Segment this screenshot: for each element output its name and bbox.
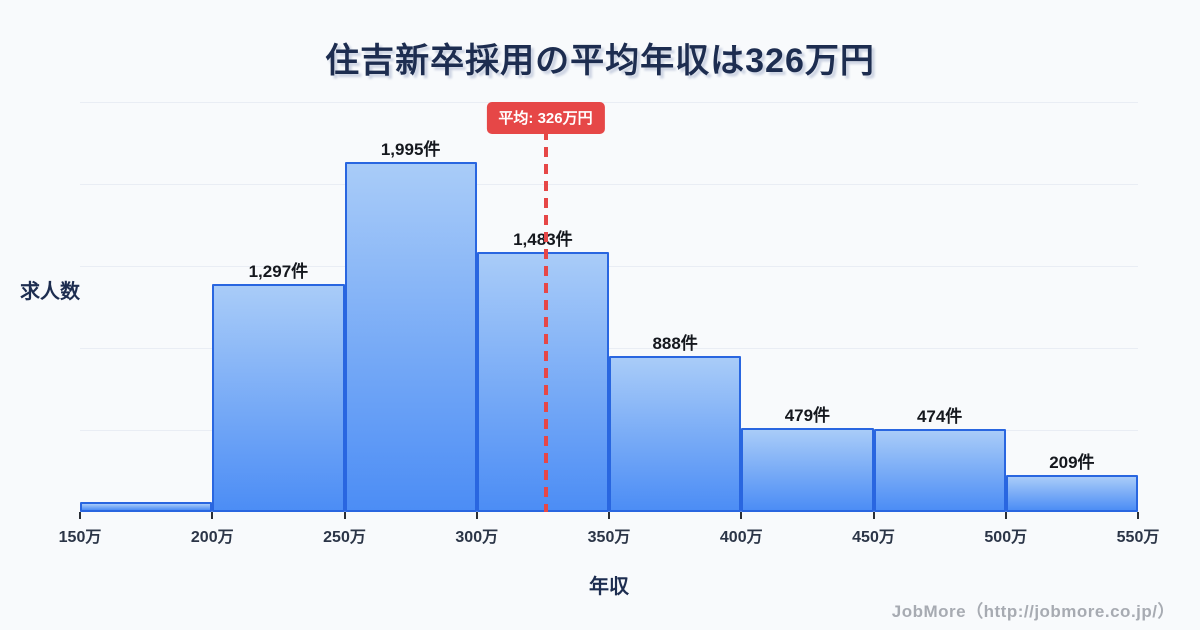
x-tick-mark: [211, 512, 214, 519]
histogram-bar: [80, 502, 213, 512]
x-tick-mark: [1004, 512, 1007, 519]
gridline: [80, 184, 1138, 185]
bar-value-label: 474件: [916, 406, 963, 426]
histogram-bar: [344, 162, 477, 512]
histogram-bar: [741, 427, 874, 512]
x-tick-mark: [79, 512, 81, 519]
average-badge: 平均: 326万円: [486, 102, 605, 134]
x-tick-label: 150万: [58, 529, 102, 546]
x-tick-label: 500万: [984, 529, 1028, 546]
gridline: [80, 348, 1138, 349]
x-tick-label: 350万: [587, 529, 631, 546]
plot-area: 1,297件 1,995件 1,483件 888件 479件 474件 209件 150万 20…: [59, 100, 1159, 546]
bar-value-label: 888件: [652, 334, 698, 354]
gridline: [80, 102, 1138, 103]
histogram-bar: [609, 356, 742, 512]
x-tick-label: 200万: [190, 529, 234, 546]
x-axis-label: 年収: [589, 576, 629, 598]
x-tick-label: 550万: [1116, 529, 1160, 546]
y-axis-label: 求人数: [20, 281, 80, 303]
x-tick-mark: [475, 512, 478, 519]
x-tick-label: 400万: [719, 529, 763, 546]
x-tick-label: 450万: [852, 529, 895, 546]
x-tick-mark: [740, 512, 743, 519]
x-tick-mark: [343, 512, 346, 519]
x-tick-mark: [872, 512, 875, 519]
chart-title: 住吉新卒採用の平均年収は326万円: [325, 42, 875, 80]
footer-credit: JobMore（http://jobmore.co.jp/）: [891, 602, 1175, 621]
bar-value-label: 1,297件: [248, 262, 309, 282]
histogram-bar: [1005, 475, 1138, 512]
histogram-bar: [873, 428, 1006, 512]
x-tick-label: 300万: [455, 529, 499, 546]
gridline: [80, 266, 1138, 267]
bar-value-label: 1,483件: [513, 225, 573, 250]
histogram-bar: [476, 251, 609, 512]
histogram-bar: [212, 284, 345, 512]
bar-value-label: 1,995件: [380, 140, 441, 159]
bar-value-label: 479件: [784, 405, 831, 425]
x-tick-mark: [608, 512, 610, 519]
average-line: [543, 130, 548, 512]
x-tick-label: 250万: [323, 529, 366, 546]
x-tick-mark: [1137, 512, 1139, 519]
bar-value-label: 209件: [1049, 453, 1095, 473]
